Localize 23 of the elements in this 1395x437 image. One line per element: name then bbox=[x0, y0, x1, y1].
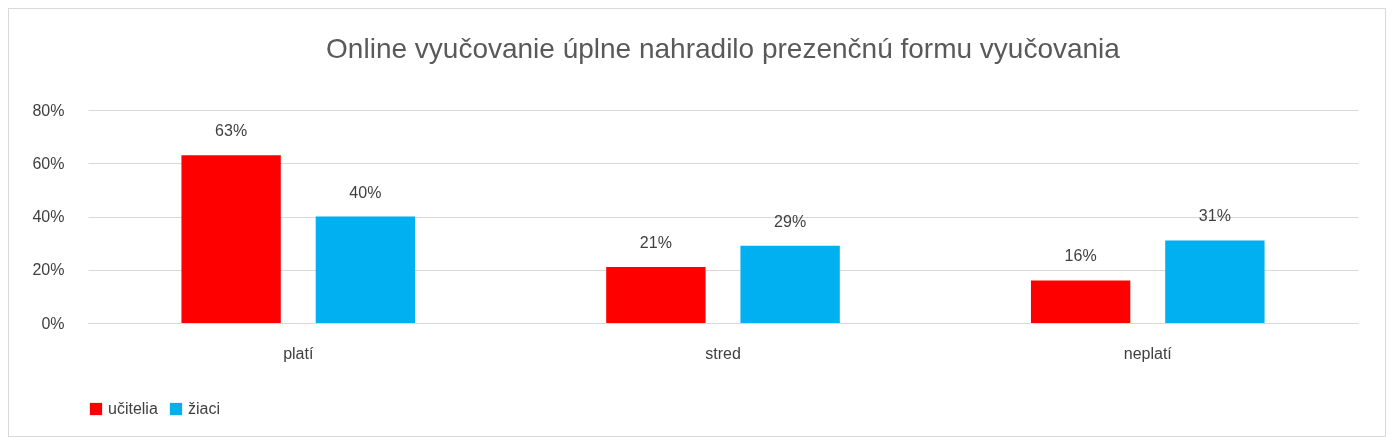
bar bbox=[315, 216, 416, 323]
y-tick-label: 40% bbox=[32, 208, 65, 225]
legend-label: učitelia bbox=[108, 400, 158, 417]
bar bbox=[606, 267, 706, 323]
x-tick-label: stred bbox=[705, 344, 741, 362]
data-label: 31% bbox=[1198, 207, 1231, 225]
bar bbox=[1030, 280, 1131, 323]
y-tick-label: 0% bbox=[41, 314, 65, 332]
data-label: 21% bbox=[639, 234, 672, 252]
x-tick-label: neplatí bbox=[1123, 344, 1173, 362]
data-label: 29% bbox=[774, 212, 807, 230]
data-label: 63% bbox=[215, 122, 248, 140]
legend-label: žiaci bbox=[188, 400, 221, 417]
bar bbox=[740, 245, 840, 323]
y-tick-label: 20% bbox=[32, 261, 65, 279]
data-label: 16% bbox=[1064, 247, 1097, 265]
y-tick-label: 60% bbox=[32, 154, 65, 172]
data-label: 40% bbox=[349, 183, 382, 201]
x-tick-label: platí bbox=[283, 344, 314, 362]
bar bbox=[1165, 240, 1265, 323]
chart-title: Online vyučovanie úplne nahradilo prezenčnú formu vyučovania bbox=[326, 33, 1121, 64]
y-tick-label: 80% bbox=[32, 101, 65, 119]
bar bbox=[181, 155, 281, 323]
